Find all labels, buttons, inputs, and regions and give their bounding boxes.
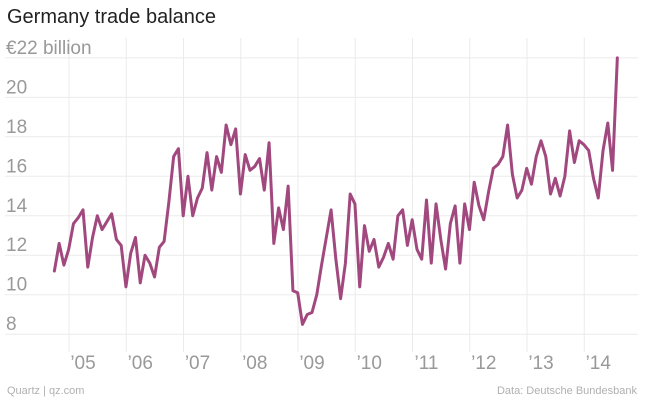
x-tick-label: ’10	[357, 353, 382, 374]
y-tick-label: 8	[6, 314, 17, 335]
y-tick-label: 18	[6, 117, 27, 138]
y-tick-label: 12	[6, 235, 27, 256]
x-tick-label: ’09	[299, 353, 324, 374]
y-tick-label: 10	[6, 275, 27, 296]
x-axis-ticks: ’05 ’06 ’07 ’08 ’09 ’10 ’11 ’12 ’13 ’14	[70, 353, 611, 374]
trade-balance-series-line	[52, 56, 619, 326]
chart-title: Germany trade balance	[7, 6, 217, 28]
y-tick-label: 20	[6, 77, 27, 98]
footer-source-left: Quartz | qz.com	[7, 385, 85, 397]
y-tick-label: 16	[6, 156, 27, 177]
x-tick-label: ’12	[471, 353, 496, 374]
y-tick-label: 14	[6, 196, 28, 217]
x-tick-label: ’05	[70, 353, 95, 374]
x-tick-label: ’11	[415, 353, 439, 374]
x-tick-label: ’08	[242, 353, 267, 374]
x-tick-label: ’07	[185, 353, 210, 374]
grid-lines	[5, 38, 638, 352]
y-axis-ticks: €22 billion 20 18 16 14 12 10 8	[6, 38, 92, 335]
x-tick-label: ’06	[128, 353, 153, 374]
x-tick-label: ’14	[586, 353, 612, 374]
footer-source-right: Data: Deutsche Bundesbank	[496, 385, 637, 397]
x-tick-label: ’13	[528, 353, 553, 374]
series-layer	[52, 56, 619, 326]
y-tick-label: €22 billion	[6, 38, 92, 59]
